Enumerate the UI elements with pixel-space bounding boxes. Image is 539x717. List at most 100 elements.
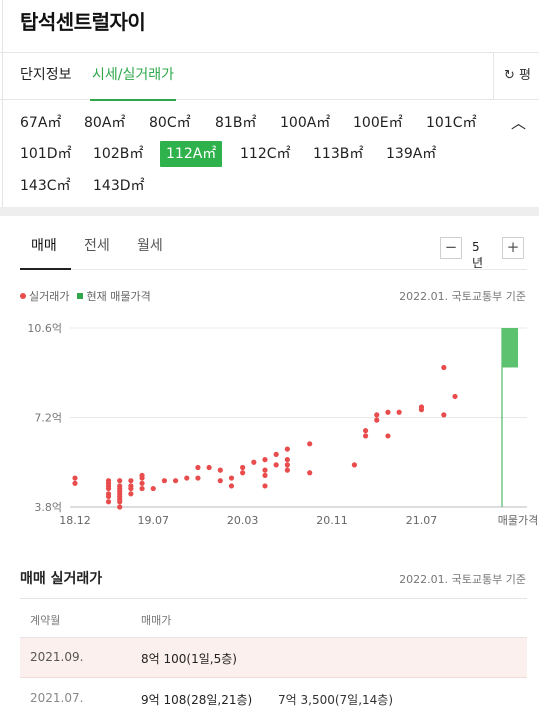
area-chip[interactable]: 139A㎡ (386, 146, 437, 162)
price-point (262, 457, 268, 463)
price-point (240, 464, 246, 471)
x-tick-label: 21.07 (406, 514, 438, 527)
price-point (362, 428, 369, 434)
column-header-price: 매매가 (141, 614, 172, 627)
price-point (195, 475, 201, 481)
area-chip-selected[interactable]: 112A㎡ (160, 141, 223, 167)
period-decrease-button[interactable]: − (440, 237, 462, 259)
price-point (117, 504, 123, 510)
area-chip[interactable]: 143C㎡ (20, 178, 71, 194)
y-tick-label: 10.6억 (27, 322, 62, 335)
x-tick-label: 매물가격 (498, 514, 538, 527)
transactions-title: 매매 실거래가 (20, 571, 103, 587)
price-point (452, 393, 458, 400)
unit-label: 평 (519, 68, 532, 83)
pyeong-toggle-button[interactable]: ↻ 평 (493, 53, 539, 100)
price-point (262, 483, 268, 489)
price-point (240, 470, 246, 476)
section-divider (0, 207, 539, 216)
tab-jeonse[interactable]: 전세 (84, 238, 110, 254)
price-point (72, 480, 78, 486)
price-point (262, 472, 268, 479)
area-chip[interactable]: 80A㎡ (84, 115, 126, 131)
transactions-table-header: 계약월 매매가 (20, 598, 527, 638)
row-date: 2021.09. (30, 650, 84, 664)
price-point (195, 464, 201, 471)
area-chip[interactable]: 143D㎡ (93, 178, 145, 194)
tab-price[interactable]: 시세/실거래가 (90, 53, 176, 101)
x-tick-label: 20.03 (227, 514, 259, 527)
price-point (385, 409, 391, 415)
price-point (251, 459, 257, 465)
transactions-basis-label: 2022.01. 국토교통부 기준 (399, 573, 526, 586)
y-tick-label: 7.2억 (34, 412, 62, 425)
price-point (307, 470, 313, 476)
area-chip[interactable]: 113B㎡ (313, 146, 364, 162)
price-point (374, 412, 380, 418)
area-chip[interactable]: 100A㎡ (280, 115, 331, 131)
tab-complex-info[interactable]: 단지정보 (20, 67, 72, 83)
x-tick-label: 19.07 (137, 514, 169, 527)
price-point (307, 441, 313, 447)
price-point (105, 491, 112, 497)
legend-listing-label: 현재 매물가격 (86, 290, 151, 303)
price-point (284, 462, 290, 468)
period-increase-button[interactable]: + (502, 237, 524, 259)
price-point (117, 483, 123, 489)
row-date: 2021.07. (30, 691, 84, 705)
price-point (128, 491, 134, 497)
price-point (105, 499, 112, 505)
price-point (217, 467, 223, 473)
x-tick-label: 18.12 (59, 514, 91, 527)
tab-sale[interactable]: 매매 (20, 235, 71, 270)
price-point (184, 475, 190, 481)
price-point (206, 464, 212, 471)
price-point (284, 457, 290, 463)
area-chip[interactable]: 80C㎡ (149, 115, 191, 131)
legend-dot-icon (20, 293, 26, 299)
chevron-up-icon[interactable]: ︿ (511, 114, 527, 132)
price-point (441, 364, 447, 371)
area-chip[interactable]: 112C㎡ (240, 146, 291, 162)
price-point (441, 412, 447, 418)
left-border (2, 0, 3, 215)
table-row[interactable]: 2021.07. 9억 108(28일,21층) 7억 3,500(7일,14층… (20, 679, 527, 717)
price-point (284, 467, 290, 473)
price-point (374, 417, 380, 423)
price-point (150, 485, 156, 492)
row-price: 7억 3,500(7일,14층) (278, 693, 394, 707)
price-point (228, 483, 235, 489)
legend-square-icon (77, 293, 84, 299)
refresh-icon: ↻ (504, 68, 515, 83)
area-chip[interactable]: 102B㎡ (93, 146, 144, 162)
price-point (172, 478, 179, 484)
price-point (105, 478, 112, 484)
price-point (217, 478, 223, 484)
page-title: 탑석센트럴자이 (20, 10, 146, 34)
column-header-month: 계약월 (30, 614, 61, 627)
price-point (228, 475, 235, 481)
table-row[interactable]: 2021.09. 8억 100(1일,5층) (20, 638, 527, 678)
area-chip[interactable]: 101C㎡ (426, 115, 477, 131)
price-point (351, 462, 358, 468)
row-price: 9억 108(28일,21층) (141, 693, 253, 707)
price-point (128, 483, 134, 489)
area-chip[interactable]: 81B㎡ (215, 115, 257, 131)
trade-type-tabs: 매매 전세 월세 − 5년 + (20, 226, 527, 270)
y-tick-label: 3.8억 (34, 501, 62, 514)
price-point (418, 404, 425, 410)
price-point (139, 485, 145, 492)
price-point (273, 462, 279, 468)
tab-monthly-rent[interactable]: 월세 (137, 238, 163, 254)
price-point (273, 451, 279, 457)
price-point (128, 478, 134, 484)
area-chip[interactable]: 100E㎡ (353, 115, 403, 131)
price-point (139, 480, 145, 486)
area-chip[interactable]: 67A㎡ (20, 115, 62, 131)
period-value: 5년 (472, 240, 484, 270)
price-point (262, 467, 268, 473)
row-price: 8억 100(1일,5층) (141, 652, 237, 666)
area-chip[interactable]: 101D㎡ (20, 146, 72, 162)
data-basis-label: 2022.01. 국토교통부 기준 (399, 290, 526, 303)
